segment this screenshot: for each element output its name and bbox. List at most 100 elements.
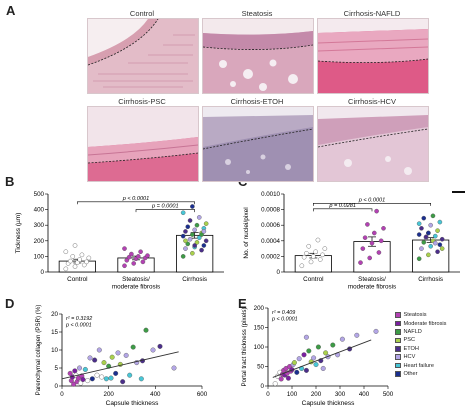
- x-tick-label: 0: [266, 391, 270, 398]
- data-point: [70, 254, 76, 259]
- data-point: [138, 376, 144, 382]
- data-point: [303, 334, 309, 340]
- data-point: [322, 246, 328, 251]
- legend-item: HCV: [395, 353, 446, 361]
- y-tick-label: 150: [254, 325, 265, 332]
- data-point: [419, 246, 424, 251]
- data-point: [63, 249, 69, 255]
- data-point: [376, 250, 382, 255]
- data-point: [192, 227, 197, 233]
- data-point: [180, 254, 186, 259]
- data-point: [80, 377, 86, 383]
- data-point: [63, 266, 69, 272]
- data-point: [272, 381, 278, 387]
- data-point: [432, 240, 438, 246]
- x-tick-label: 600: [197, 391, 208, 398]
- data-point: [311, 254, 316, 259]
- data-point: [81, 262, 87, 268]
- data-point: [140, 259, 146, 265]
- legend-label: NAFLD: [403, 328, 422, 335]
- histology-label-steatosis: Steatosis: [241, 9, 273, 18]
- x-axis-label: Capsule thickness: [106, 400, 159, 407]
- histology-image-steatosis: [202, 18, 314, 94]
- x-tick-label: Control: [303, 276, 323, 283]
- data-point: [428, 222, 433, 228]
- legend-item: Other: [395, 370, 446, 378]
- panel-letter-d: D: [5, 296, 15, 311]
- x-tick-label: 0: [60, 391, 64, 398]
- disease-legend: Steatosis Moderate fibrosis NAFLD PSC ETOH HC…: [395, 311, 446, 378]
- y-axis-label: Parenchymal collagen (PSR) (%): [35, 305, 42, 396]
- data-point: [115, 350, 121, 356]
- data-point: [122, 246, 127, 251]
- histology-image-control: [87, 18, 199, 94]
- data-point: [365, 222, 370, 227]
- legend-swatch: [395, 362, 401, 369]
- legend-item: NAFLD: [395, 328, 446, 336]
- data-point: [85, 378, 91, 384]
- legend-swatch: [395, 337, 401, 344]
- data-point: [68, 258, 73, 264]
- y-tick-label: 0: [261, 383, 265, 390]
- data-point: [101, 360, 107, 366]
- x-tick-label: 200: [104, 391, 115, 398]
- significance-label: p = 0.0001: [151, 204, 179, 210]
- chart-b-capsule-thickness: 0 100 200 300 400 500 Tickness (µm) Control Stea…: [15, 191, 224, 291]
- legend-item: PSC: [395, 336, 446, 344]
- data-point: [127, 372, 133, 378]
- data-point: [143, 327, 149, 333]
- regression-line: [272, 339, 372, 378]
- data-point: [76, 365, 82, 371]
- legend-label: Steatosis: [403, 312, 427, 319]
- y-tick-label: 400: [34, 207, 45, 214]
- data-point: [87, 355, 93, 361]
- data-point: [430, 213, 436, 219]
- data-point: [92, 357, 98, 363]
- x-tick-label: 200: [311, 391, 322, 398]
- x-tick-label: 100: [287, 391, 298, 398]
- y-tick-label: 200: [34, 238, 45, 245]
- stats-label: r² = 0.3192: [66, 316, 92, 322]
- data-point: [439, 246, 445, 251]
- data-point: [67, 370, 73, 376]
- data-point: [171, 365, 177, 371]
- regression-line: [61, 351, 179, 380]
- data-point: [190, 232, 195, 237]
- y-tick-label: 200: [254, 305, 265, 312]
- data-point: [278, 376, 284, 382]
- data-point: [185, 241, 191, 247]
- data-point: [373, 328, 379, 334]
- data-point: [78, 380, 84, 386]
- data-point: [306, 348, 312, 354]
- histology-label-control: Control: [129, 9, 155, 18]
- legend-item: ETOH: [395, 345, 446, 353]
- y-tick-label: 10: [51, 347, 58, 354]
- y-tick-label: 0: [55, 383, 59, 390]
- data-point: [358, 260, 363, 265]
- data-point: [183, 229, 188, 234]
- data-point: [416, 221, 422, 226]
- data-point: [194, 222, 200, 228]
- chart-c-nuclei-density: 0 0.0002 0.0004 0.0006 0.0008 0.0010 No. of nu…: [243, 191, 460, 291]
- x-tick-label: moderate fibrosis: [112, 284, 160, 291]
- x-tick-label: 400: [359, 391, 370, 398]
- data-point: [75, 260, 80, 265]
- y-tick-label: 100: [254, 344, 265, 351]
- histology-image-cirrhosis-hcv: [317, 106, 429, 182]
- y-tick-label: 0.0002: [261, 253, 280, 260]
- data-point: [428, 243, 433, 249]
- data-point: [313, 362, 319, 368]
- histology-image-cirrhosis-psc: [87, 106, 199, 182]
- data-point: [435, 228, 440, 233]
- x-tick-label: Steatosis/: [122, 276, 150, 283]
- data-point: [381, 226, 386, 231]
- data-point: [185, 224, 191, 230]
- y-tick-label: 0.0006: [261, 222, 280, 229]
- data-point: [77, 257, 82, 262]
- stats-label: r² = 0.409: [272, 310, 295, 316]
- y-tick-label: 300: [34, 222, 45, 229]
- legend-swatch: [395, 346, 401, 352]
- data-point: [435, 249, 440, 255]
- data-point: [94, 372, 100, 378]
- legend-label: Heart failure: [403, 362, 434, 369]
